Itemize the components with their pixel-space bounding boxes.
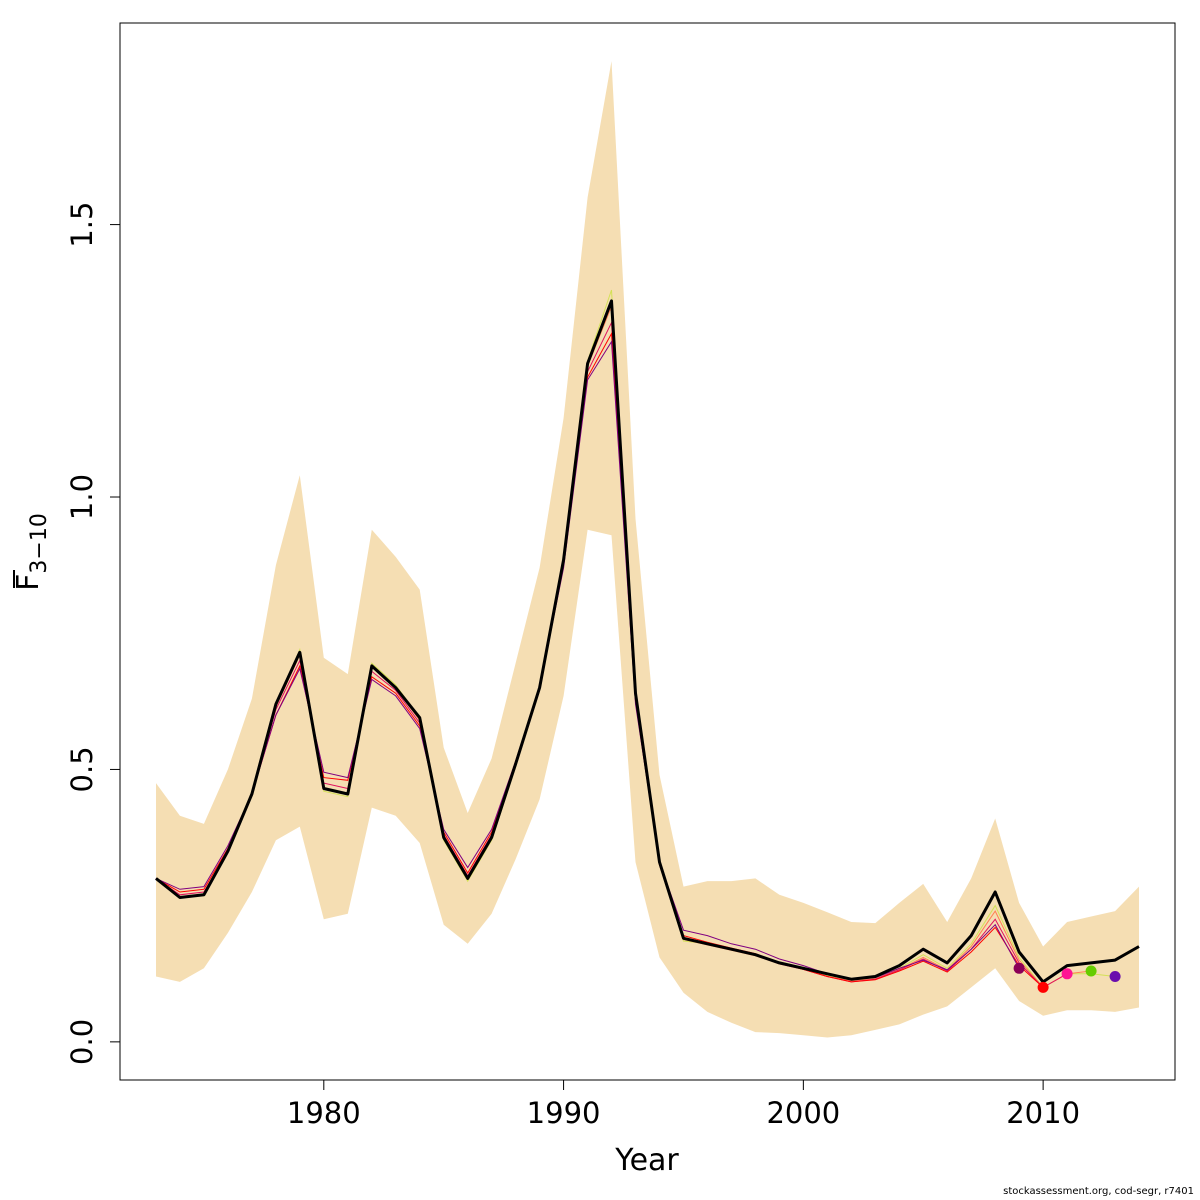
y-tick-label-0.0: 0.0 <box>65 1019 99 1065</box>
x-tick-label-2000: 2000 <box>766 1096 840 1130</box>
peel-end-point-2011 <box>1061 968 1073 980</box>
y-tick-label-0.5: 0.5 <box>65 746 99 792</box>
peel-end-point-2013 <box>1109 971 1121 982</box>
x-tick-label-2010: 2010 <box>1006 1096 1080 1130</box>
main-series-line <box>155 299 1140 984</box>
plot-frame <box>119 22 1176 1081</box>
y-axis-title-main: F <box>11 574 46 591</box>
peel-end-point-2010 <box>1037 981 1049 993</box>
plot-area <box>155 61 1140 1038</box>
y-axis-title: F3−10 <box>11 513 52 591</box>
y-axis-title-subscript: 3−10 <box>27 513 52 573</box>
x-axis-title: Year <box>614 1143 679 1178</box>
y-tick-label-1.0: 1.0 <box>65 474 99 520</box>
x-tick-label-1980: 1980 <box>287 1096 361 1130</box>
confidence-band <box>156 61 1139 1038</box>
axes: 1980 1990 2000 2010 0.0 0.5 1.0 1.5 <box>65 202 1080 1130</box>
svg-text:F3−10: F3−10 <box>11 513 52 591</box>
x-tick-label-1990: 1990 <box>527 1096 601 1130</box>
peel-end-point-2012 <box>1085 965 1097 977</box>
y-tick-label-1.5: 1.5 <box>65 202 99 248</box>
peel-end-point-2009 <box>1013 962 1025 974</box>
source-footnote: stockassessment.org, cod-segr, r7401 <box>1003 1186 1194 1197</box>
